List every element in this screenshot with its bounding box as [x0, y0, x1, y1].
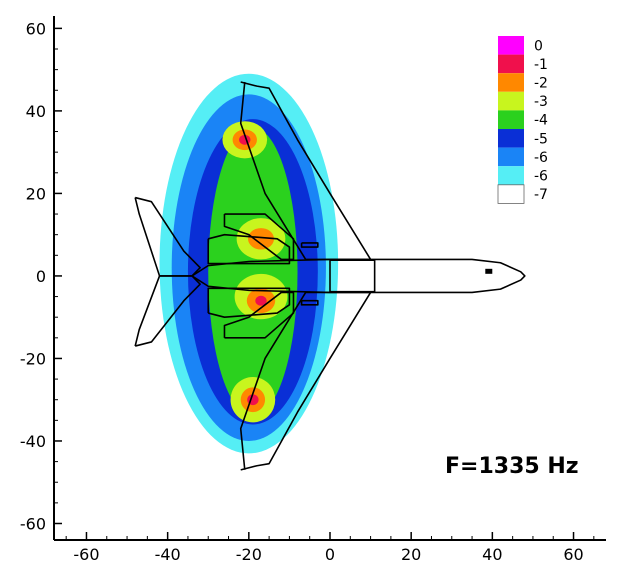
- outline-fuselage: [191, 258, 526, 294]
- y-tick-label: 20: [26, 184, 46, 203]
- outline-right-wing: [239, 81, 372, 261]
- outline-marker: [485, 268, 493, 274]
- x-tick-label: -20: [236, 545, 262, 564]
- legend-swatch: [498, 110, 524, 129]
- y-tick-label: 60: [26, 19, 46, 38]
- legend-label: -6: [534, 169, 548, 185]
- y-tick-label: 0: [36, 267, 46, 286]
- outline-tail-lower: [134, 275, 201, 347]
- aircraft-outline: [134, 81, 526, 471]
- legend-swatch: [498, 129, 524, 148]
- outline-left-wing: [239, 291, 372, 471]
- legend-label: -2: [534, 76, 548, 92]
- legend-label: -7: [534, 187, 548, 203]
- legend-swatch-background: [497, 184, 525, 204]
- legend-label: -4: [534, 113, 548, 129]
- contour-level-neg4-3: [208, 127, 298, 417]
- x-tick-label: 0: [325, 545, 335, 564]
- source-peak-3: [251, 398, 255, 402]
- legend-label: -1: [534, 57, 548, 73]
- contour-map: [159, 73, 339, 454]
- source-peak-2: [259, 299, 263, 303]
- legend-swatch: [498, 166, 524, 185]
- outline-flap-upper: [223, 213, 295, 261]
- legend-swatch: [498, 73, 524, 92]
- legend-label: 0: [534, 38, 543, 54]
- legend-swatch: [498, 147, 524, 167]
- legend-swatch: [498, 91, 524, 111]
- outline-nacelle-lower: [207, 287, 291, 318]
- outline-engine-pod-upper: [300, 242, 319, 248]
- legend-label: -6: [534, 150, 548, 166]
- x-tick-label: 60: [563, 545, 583, 564]
- x-tick-label: 20: [401, 545, 421, 564]
- outline-tail-upper: [134, 196, 201, 277]
- x-tick-label: -40: [155, 545, 181, 564]
- y-tick-label: -20: [20, 349, 46, 368]
- legend-swatch: [498, 36, 524, 55]
- x-tick-label: 40: [482, 545, 502, 564]
- y-tick-label: -60: [20, 514, 46, 533]
- legend-label: -3: [534, 94, 548, 110]
- outline-engine-pod-lower: [300, 299, 319, 306]
- outline-cabin-box: [329, 259, 376, 293]
- outline-nacelle-upper: [207, 233, 291, 265]
- y-tick-label: 40: [26, 102, 46, 121]
- legend-swatch: [498, 54, 524, 74]
- frequency-annotation: F=1335 Hz: [445, 454, 579, 479]
- legend-label: -5: [534, 131, 548, 147]
- y-tick-label: -40: [20, 432, 46, 451]
- x-tick-label: -60: [73, 545, 99, 564]
- legend: 0 -1 -2 -3 -4 -5 -6 -6 -7: [497, 36, 548, 204]
- outline-flap-lower: [223, 291, 295, 339]
